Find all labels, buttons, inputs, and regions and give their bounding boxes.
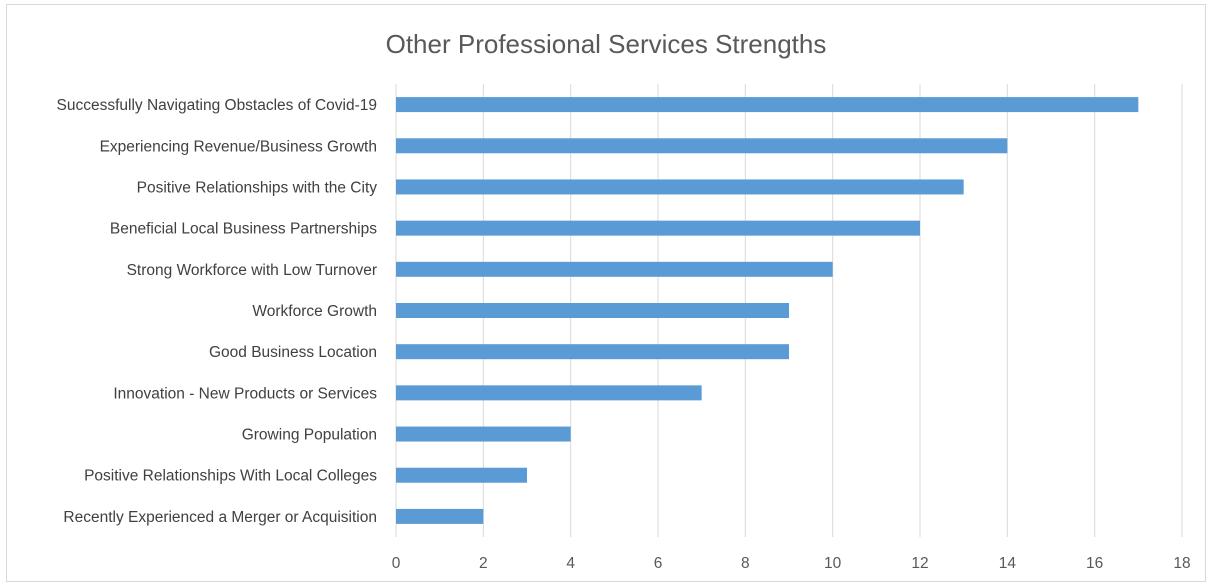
bar — [396, 261, 833, 277]
bar — [396, 97, 1139, 113]
category-label: Experiencing Revenue/Business Growth — [100, 138, 377, 155]
x-tick-label: 4 — [566, 555, 575, 572]
bar — [396, 344, 789, 360]
category-label: Workforce Growth — [252, 303, 377, 320]
x-tick-label: 8 — [741, 555, 750, 572]
category-label: Beneficial Local Business Partnerships — [110, 221, 377, 238]
bar — [396, 385, 702, 401]
x-tick-label: 16 — [1086, 555, 1103, 572]
x-tick-label: 2 — [479, 555, 488, 572]
bar — [396, 179, 964, 195]
category-label: Successfully Navigating Obstacles of Cov… — [57, 97, 377, 114]
x-tick-label: 6 — [654, 555, 663, 572]
category-label: Recently Experienced a Merger or Acquisi… — [63, 509, 377, 526]
bar — [396, 303, 789, 318]
category-label: Innovation - New Products or Services — [113, 385, 377, 402]
category-label: Strong Workforce with Low Turnover — [127, 262, 377, 279]
bar — [396, 467, 527, 483]
bar — [396, 220, 920, 236]
chart-title: Other Professional Services Strengths — [385, 29, 827, 59]
bar — [396, 426, 571, 442]
bar — [396, 138, 1008, 154]
bars — [396, 97, 1139, 524]
x-tick-label: 0 — [392, 555, 401, 572]
category-label: Growing Population — [242, 427, 377, 444]
category-label: Good Business Location — [209, 344, 377, 361]
bar — [396, 508, 484, 524]
x-tick-label: 12 — [911, 555, 928, 572]
category-label: Positive Relationships With Local Colleg… — [84, 468, 377, 485]
x-axis-tick-labels: 0 2 4 6 8 10 12 14 16 18 — [392, 555, 1191, 572]
x-tick-label: 18 — [1173, 555, 1190, 572]
x-tick-label: 14 — [999, 555, 1017, 572]
category-label: Positive Relationships with the City — [137, 179, 378, 196]
category-labels: Successfully Navigating Obstacles of Cov… — [57, 97, 378, 526]
x-tick-label: 10 — [824, 555, 842, 572]
